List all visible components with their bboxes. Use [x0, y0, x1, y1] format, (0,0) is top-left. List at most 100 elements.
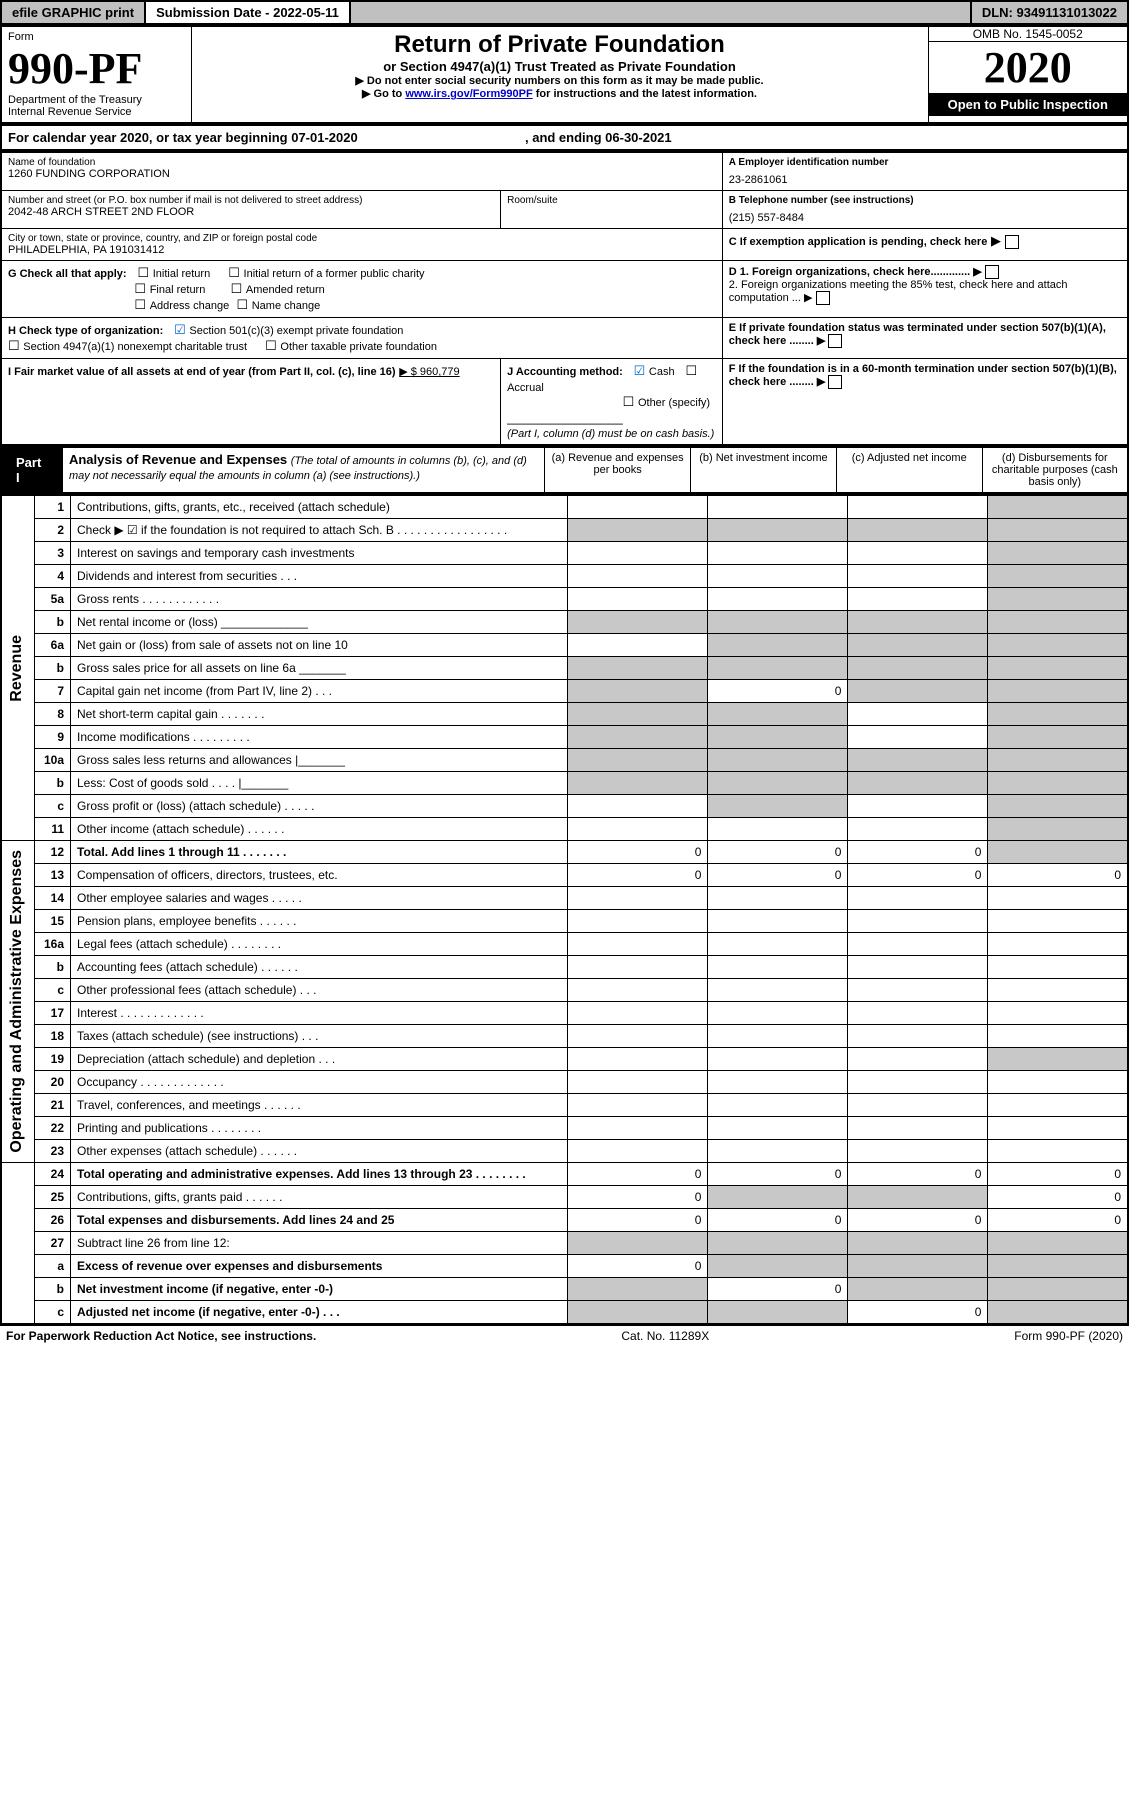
cell-b	[708, 1117, 848, 1140]
cell-b	[708, 910, 848, 933]
row-label: Contributions, gifts, grants paid . . . …	[71, 1186, 568, 1209]
cell-b	[708, 634, 848, 657]
cell-b	[708, 519, 848, 542]
row-label: Other expenses (attach schedule) . . . .…	[71, 1140, 568, 1163]
cell-a	[568, 1117, 708, 1140]
cell-a	[568, 588, 708, 611]
c-checkbox[interactable]	[1005, 235, 1019, 249]
d1-checkbox[interactable]	[985, 265, 999, 279]
cell-a	[568, 657, 708, 680]
d1-label: D 1. Foreign organizations, check here..…	[729, 265, 1121, 279]
cell-b	[708, 818, 848, 841]
cell-b	[708, 703, 848, 726]
cell-d	[988, 519, 1128, 542]
cell-a	[568, 519, 708, 542]
g-label: G Check all that apply:	[8, 268, 127, 280]
cell-d: 0	[988, 1209, 1128, 1232]
g-final-return-checkbox[interactable]	[134, 281, 149, 296]
cell-b	[708, 1301, 848, 1325]
cell-b	[708, 956, 848, 979]
h-501c3-checkbox[interactable]	[174, 322, 189, 337]
cell-d	[988, 495, 1128, 519]
page-footer: For Paperwork Reduction Act Notice, see …	[0, 1325, 1129, 1346]
cell-c	[848, 588, 988, 611]
j-note: (Part I, column (d) must be on cash basi…	[507, 428, 714, 440]
dept-treasury: Department of the Treasury	[8, 94, 185, 106]
cell-b	[708, 1071, 848, 1094]
cell-d	[988, 818, 1128, 841]
cell-a: 0	[568, 864, 708, 887]
g-initial-former-checkbox[interactable]	[228, 265, 243, 280]
row-label: Total operating and administrative expen…	[71, 1163, 568, 1186]
g-name-change: Name change	[252, 300, 321, 312]
h-other-checkbox[interactable]	[265, 338, 280, 353]
cell-c	[848, 1094, 988, 1117]
cell-b	[708, 1232, 848, 1255]
f-checkbox[interactable]	[828, 375, 842, 389]
cell-d	[988, 887, 1128, 910]
cell-d	[988, 1025, 1128, 1048]
cell-c	[848, 1186, 988, 1209]
cell-a	[568, 772, 708, 795]
row-label: Other employee salaries and wages . . . …	[71, 887, 568, 910]
f-label: F If the foundation is in a 60-month ter…	[729, 363, 1121, 389]
row-number: 24	[35, 1163, 71, 1186]
g-name-change-checkbox[interactable]	[236, 297, 251, 312]
h-4947-checkbox[interactable]	[8, 338, 23, 353]
row-number: b	[35, 956, 71, 979]
cell-b: 0	[708, 841, 848, 864]
row-number: 26	[35, 1209, 71, 1232]
g-amended-checkbox[interactable]	[231, 281, 246, 296]
submission-date: Submission Date - 2022-05-11	[146, 2, 351, 23]
form-header-block: Form 990-PF Department of the Treasury I…	[0, 25, 1129, 124]
cell-b	[708, 1186, 848, 1209]
identification-block: Name of foundation 1260 FUNDING CORPORAT…	[0, 151, 1129, 446]
c-pending-label: C If exemption application is pending, c…	[729, 236, 988, 248]
j-accrual-checkbox[interactable]	[685, 363, 697, 378]
g-addr-change-checkbox[interactable]	[134, 297, 149, 312]
row-number: 25	[35, 1186, 71, 1209]
cell-a	[568, 634, 708, 657]
row-label: Gross sales less returns and allowances …	[71, 749, 568, 772]
row-number: 5a	[35, 588, 71, 611]
d2-checkbox[interactable]	[816, 291, 830, 305]
cell-a	[568, 1301, 708, 1325]
j-other-checkbox[interactable]	[623, 394, 638, 409]
cell-c	[848, 1002, 988, 1025]
row-label: Other income (attach schedule) . . . . .…	[71, 818, 568, 841]
row-label: Net rental income or (loss) ____________…	[71, 611, 568, 634]
goto-prefix: Go to	[362, 88, 405, 100]
row-number: 4	[35, 565, 71, 588]
row-label: Interest on savings and temporary cash i…	[71, 542, 568, 565]
j-cash-checkbox[interactable]	[634, 363, 649, 378]
form-title: Return of Private Foundation	[198, 31, 922, 59]
cell-c	[848, 1255, 988, 1278]
col-c-header: (c) Adjusted net income	[836, 447, 982, 493]
irs-link[interactable]: www.irs.gov/Form990PF	[405, 88, 532, 100]
e-label: E If private foundation status was termi…	[729, 322, 1121, 348]
row-label: Net investment income (if negative, ente…	[71, 1278, 568, 1301]
cell-b	[708, 1255, 848, 1278]
cell-b: 0	[708, 1209, 848, 1232]
cell-c	[848, 611, 988, 634]
cell-a	[568, 933, 708, 956]
cell-c	[848, 1025, 988, 1048]
row-label: Compensation of officers, directors, tru…	[71, 864, 568, 887]
cell-a	[568, 611, 708, 634]
row-number: b	[35, 772, 71, 795]
row-number: 19	[35, 1048, 71, 1071]
cell-d: 0	[988, 864, 1128, 887]
j-accrual: Accrual	[507, 382, 544, 394]
cell-d	[988, 588, 1128, 611]
cell-d	[988, 1002, 1128, 1025]
g-initial-return-checkbox[interactable]	[137, 265, 152, 280]
tax-year: 2020	[929, 42, 1128, 93]
row-label: Legal fees (attach schedule) . . . . . .…	[71, 933, 568, 956]
efile-label: efile GRAPHIC print	[2, 2, 146, 23]
row-label: Check ▶ ☑ if the foundation is not requi…	[71, 519, 568, 542]
foundation-name-label: Name of foundation	[8, 157, 716, 168]
e-checkbox[interactable]	[828, 334, 842, 348]
revenue-group-label: Revenue	[8, 635, 26, 702]
h-501c3: Section 501(c)(3) exempt private foundat…	[189, 325, 403, 337]
row-number: 8	[35, 703, 71, 726]
